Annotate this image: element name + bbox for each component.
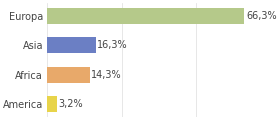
Text: 16,3%: 16,3% — [97, 40, 128, 50]
Bar — [47, 67, 90, 83]
Bar — [47, 37, 96, 53]
Text: 66,3%: 66,3% — [246, 11, 277, 21]
Text: 14,3%: 14,3% — [91, 70, 122, 80]
Text: 3,2%: 3,2% — [58, 99, 83, 109]
Bar — [47, 8, 244, 24]
Bar — [47, 96, 57, 112]
